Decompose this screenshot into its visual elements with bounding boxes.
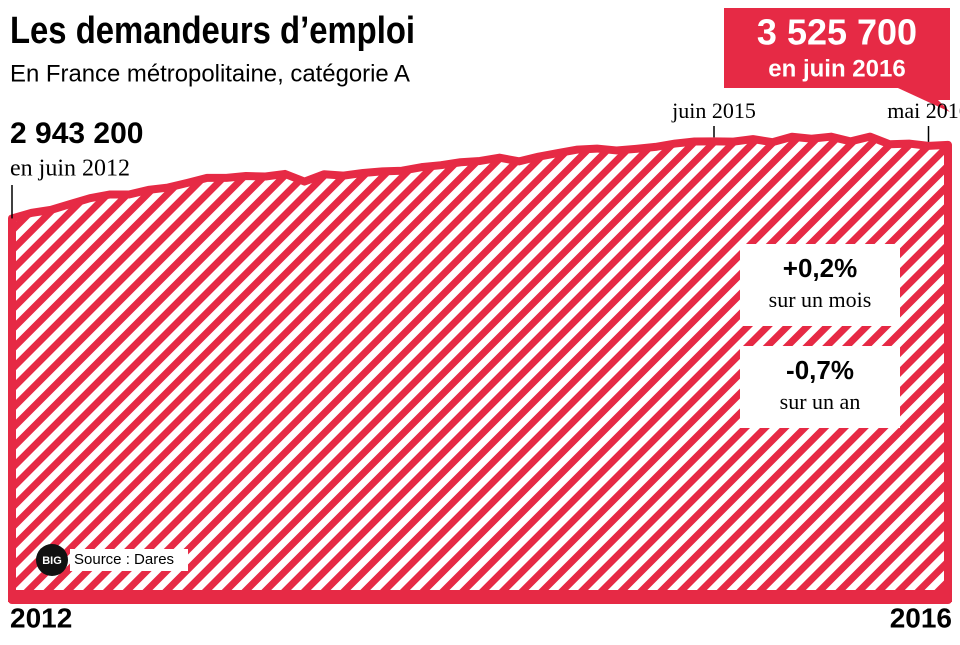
x-tick-label: 2012 [10,602,72,633]
logo-badge [36,544,68,576]
start-note: en juin 2012 [10,156,130,182]
logo: BIG [42,555,62,567]
point-label: mai 2016 [887,98,960,123]
chart-title: Les demandeurs d’emploi [10,10,415,52]
point-label: juin 2015 [671,98,756,123]
area-base [8,590,952,602]
stat-value: -0,7% [786,355,854,385]
source: Source : Dares [74,551,174,568]
end-note: en juin 2016 [768,55,905,82]
value-label: 3 525 700 [757,12,917,53]
source-box [70,549,188,571]
stat-box [740,346,900,428]
stat-value: +0,2% [783,253,857,283]
stat-text: sur un an [780,389,861,414]
stat-text: sur un mois [769,287,872,312]
x-tick-label: 2016 [890,602,952,633]
value-box-main [724,8,950,88]
area [8,132,952,604]
chart-subtitle: En France métropolitaine, catégorie A [10,60,410,87]
value-label: 2 943 200 [10,117,143,150]
stat-box [740,244,900,326]
